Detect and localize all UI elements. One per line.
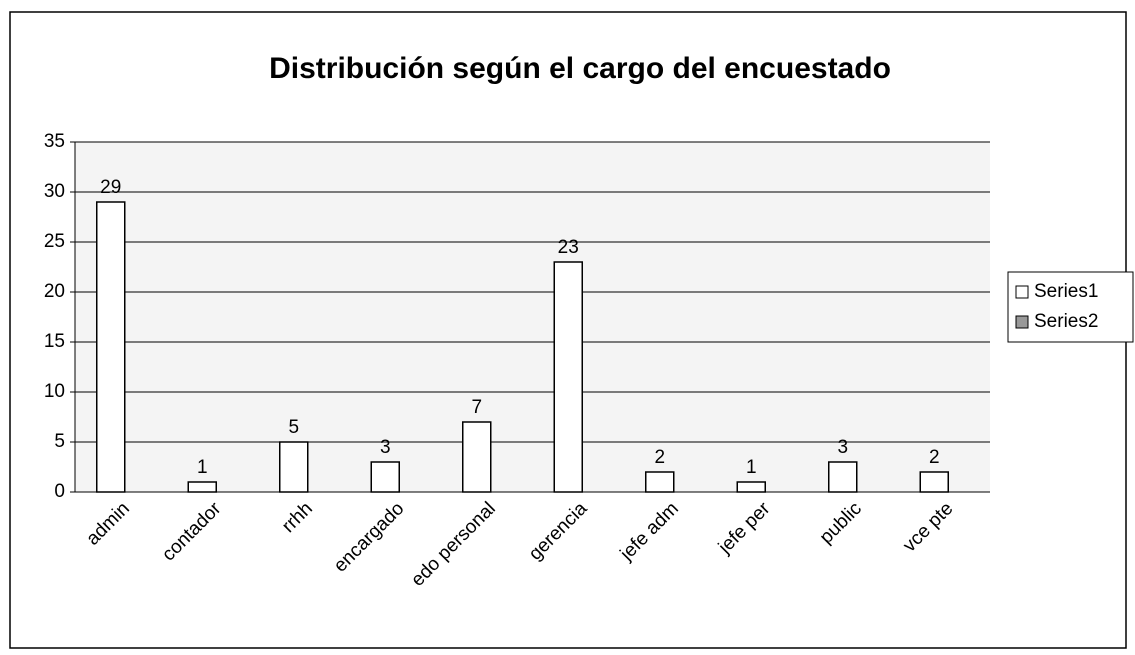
data-label: 3 bbox=[380, 437, 391, 458]
data-label: 29 bbox=[100, 177, 121, 198]
bar bbox=[370, 461, 400, 493]
bar bbox=[645, 471, 675, 493]
legend-label: Series2 bbox=[1034, 311, 1098, 332]
bar bbox=[187, 481, 217, 493]
bar bbox=[279, 441, 309, 493]
y-tick-label: 0 bbox=[54, 481, 65, 502]
y-tick-label: 35 bbox=[44, 131, 65, 152]
data-label: 1 bbox=[197, 457, 208, 478]
data-label: 2 bbox=[654, 447, 665, 468]
bar bbox=[553, 261, 583, 493]
legend-swatch bbox=[1015, 285, 1029, 299]
data-label: 23 bbox=[558, 237, 579, 258]
data-label: 1 bbox=[746, 457, 757, 478]
chart-title: Distribución según el cargo del encuesta… bbox=[269, 52, 891, 85]
y-tick-label: 30 bbox=[44, 181, 65, 202]
bar bbox=[462, 421, 492, 493]
legend-swatch bbox=[1015, 315, 1029, 329]
y-tick-label: 15 bbox=[44, 331, 65, 352]
y-tick-label: 20 bbox=[44, 281, 65, 302]
legend bbox=[1007, 271, 1134, 343]
data-label: 7 bbox=[471, 397, 482, 418]
data-label: 2 bbox=[929, 447, 940, 468]
y-tick-label: 5 bbox=[54, 431, 65, 452]
y-tick-label: 10 bbox=[44, 381, 65, 402]
data-label: 5 bbox=[288, 417, 299, 438]
bar bbox=[96, 201, 126, 493]
bar bbox=[919, 471, 949, 493]
plot-area bbox=[75, 142, 990, 492]
y-tick-label: 25 bbox=[44, 231, 65, 252]
data-label: 3 bbox=[837, 437, 848, 458]
bar bbox=[736, 481, 766, 493]
legend-label: Series1 bbox=[1034, 281, 1098, 302]
bar bbox=[828, 461, 858, 493]
